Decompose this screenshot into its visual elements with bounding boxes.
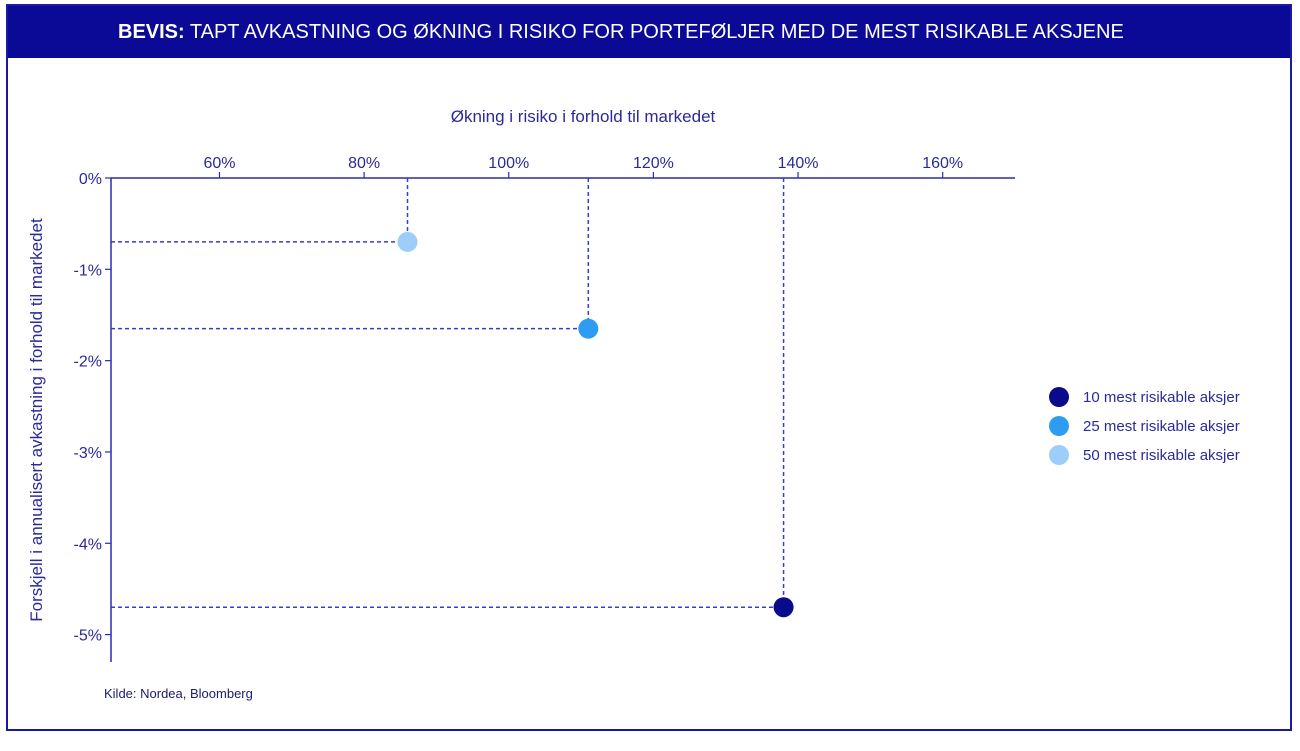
- legend-label: 25 mest risikable aksjer: [1083, 418, 1240, 435]
- data-point: [397, 231, 418, 252]
- x-axis-title: Økning i risiko i forhold til markedet: [451, 107, 716, 126]
- y-tick-label: -5%: [74, 628, 102, 645]
- x-tick-label: 100%: [488, 155, 529, 172]
- legend-marker: [1049, 416, 1069, 436]
- legend-label: 50 mest risikable aksjer: [1083, 447, 1240, 464]
- data-point: [578, 318, 599, 339]
- y-axis-title: Forskjell i annualisert avkastning i for…: [27, 218, 46, 622]
- y-tick-label: -4%: [74, 536, 102, 553]
- y-tick-label: 0%: [79, 171, 102, 188]
- x-tick-label: 160%: [922, 155, 963, 172]
- x-tick-label: 60%: [203, 155, 235, 172]
- y-tick-label: -2%: [74, 354, 102, 371]
- legend-label: 10 mest risikable aksjer: [1083, 389, 1240, 406]
- x-tick-label: 140%: [778, 155, 819, 172]
- y-tick-label: -1%: [74, 262, 102, 279]
- legend-marker: [1049, 445, 1069, 465]
- data-point: [773, 597, 794, 618]
- x-tick-label: 120%: [633, 155, 674, 172]
- y-tick-label: -3%: [74, 445, 102, 462]
- title-prefix: BEVIS:: [118, 21, 185, 43]
- title-text: TAPT AVKASTNING OG ØKNING I RISIKO FOR P…: [189, 21, 1124, 43]
- legend-marker: [1049, 387, 1069, 407]
- x-tick-label: 80%: [348, 155, 380, 172]
- source-note: Kilde: Nordea, Bloomberg: [104, 686, 253, 701]
- title-banner: BEVIS: TAPT AVKASTNING OG ØKNING I RISIK…: [8, 6, 1290, 58]
- chart-frame: BEVIS: TAPT AVKASTNING OG ØKNING I RISIK…: [6, 4, 1292, 731]
